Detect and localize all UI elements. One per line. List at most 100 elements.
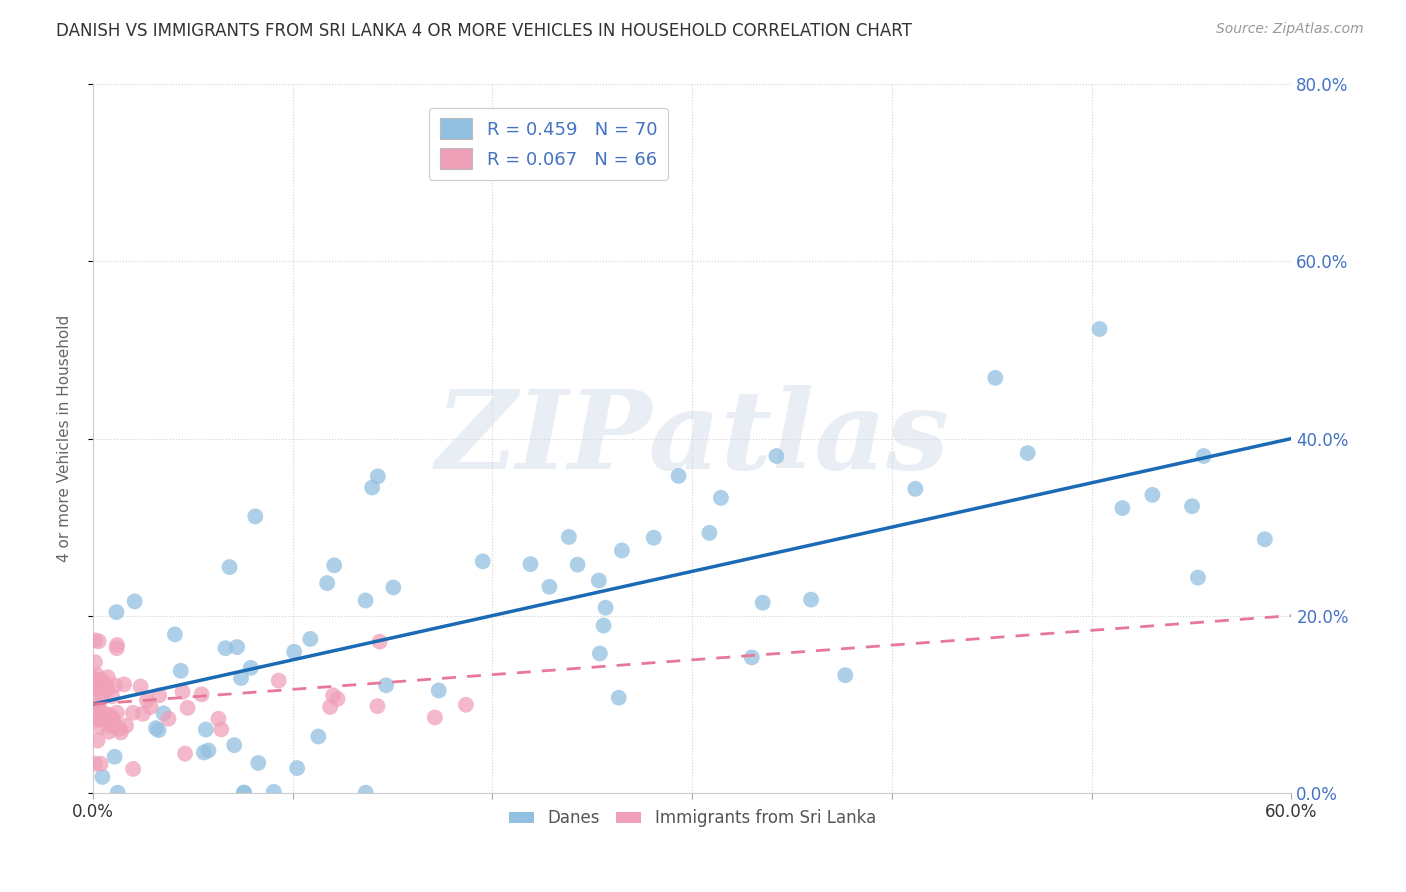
Point [139,700,162,714]
Point [471,554,494,568]
Point [610,543,633,558]
Point [595,600,617,615]
Point [136,693,159,707]
Point [643,531,665,545]
Point [104,679,127,693]
Point [84,633,107,648]
Point [354,786,377,800]
Point [97,670,120,684]
Point [91,685,114,699]
Point [984,371,1007,385]
Point [98,718,121,732]
Point [710,491,733,505]
Point [1187,571,1209,585]
Point [86,668,108,682]
Point [323,558,346,573]
Text: DANISH VS IMMIGRANTS FROM SRI LANKA 4 OR MORE VEHICLES IN HOUSEHOLD CORRELATION : DANISH VS IMMIGRANTS FROM SRI LANKA 4 OR… [56,22,912,40]
Point [89,685,111,699]
Point [107,786,129,800]
Point [86,674,108,689]
Point [176,701,198,715]
Point [567,558,589,572]
Point [354,593,377,607]
Point [91,674,114,689]
Point [423,710,446,724]
Point [247,756,270,770]
Point [172,685,194,699]
Point [1017,446,1039,460]
Point [84,698,107,713]
Point [112,677,135,691]
Point [84,682,107,697]
Point [904,482,927,496]
Point [87,713,110,727]
Point [86,699,108,714]
Point [89,703,111,717]
Point [89,720,111,734]
Point [115,719,138,733]
Point [174,747,197,761]
Point [108,722,131,736]
Point [101,690,124,704]
Point [366,699,388,714]
Point [245,509,267,524]
Point [589,647,612,661]
Point [375,678,398,692]
Point [1088,322,1111,336]
Point [84,756,107,771]
Point [110,725,132,739]
Point [319,700,342,714]
Point [152,706,174,721]
Point [105,605,128,619]
Point [194,723,217,737]
Point [86,707,108,722]
Point [132,706,155,721]
Point [98,707,121,722]
Point [326,691,349,706]
Point [93,706,115,720]
Point [124,594,146,608]
Point [1301,409,1323,423]
Point [101,719,124,733]
Text: Source: ZipAtlas.com: Source: ZipAtlas.com [1216,22,1364,37]
Point [145,721,167,735]
Point [232,786,254,800]
Point [103,712,125,726]
Point [157,712,180,726]
Point [84,710,107,724]
Point [104,749,127,764]
Point [699,525,721,540]
Point [87,673,110,687]
Point [322,689,344,703]
Point [129,680,152,694]
Point [834,668,856,682]
Point [214,641,236,656]
Point [285,761,308,775]
Point [100,712,122,726]
Point [519,557,541,571]
Point [90,756,112,771]
Point [193,746,215,760]
Point [592,618,614,632]
Point [427,683,450,698]
Point [1181,499,1204,513]
Point [84,677,107,691]
Point [84,655,107,669]
Point [209,723,232,737]
Y-axis label: 4 or more Vehicles in Household: 4 or more Vehicles in Household [58,315,72,562]
Point [283,645,305,659]
Point [1254,533,1277,547]
Point [454,698,477,712]
Point [148,723,170,738]
Point [233,786,256,800]
Point [190,687,212,701]
Point [97,724,120,739]
Point [89,674,111,689]
Point [105,638,128,652]
Point [239,661,262,675]
Point [316,576,339,591]
Point [207,712,229,726]
Point [163,627,186,641]
Text: ZIPatlas: ZIPatlas [436,384,949,492]
Point [765,449,787,463]
